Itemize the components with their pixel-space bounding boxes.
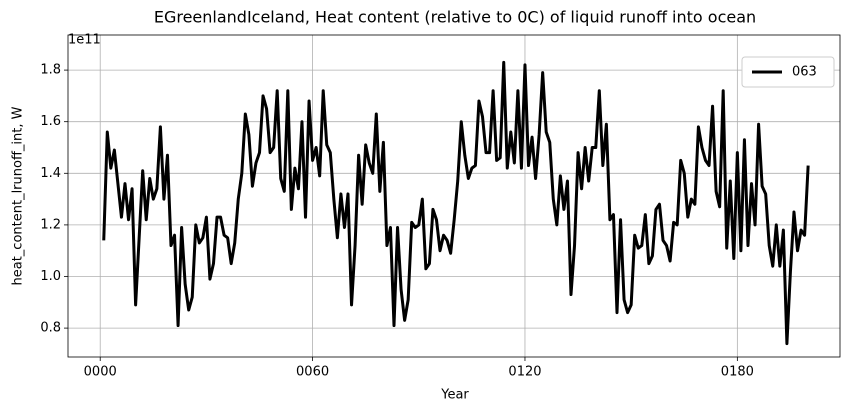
y-tick-label: 1.8	[40, 63, 61, 78]
x-tick-label: 0180	[721, 365, 754, 380]
y-tick-label: 0.8	[40, 321, 61, 336]
legend-box	[741, 56, 835, 88]
y-tick-label: 1.4	[40, 166, 61, 181]
data-line	[102, 60, 810, 346]
x-tick-label: 0000	[84, 365, 117, 380]
x-tick-label: 0060	[296, 365, 329, 380]
y-axis-label: heat_content_lrunoff_int, W	[11, 106, 26, 285]
x-axis-label: Year	[440, 388, 469, 403]
y-tick-label: 1.0	[40, 269, 61, 284]
y-tick-label: 1.6	[40, 114, 61, 129]
x-tick-label: 0120	[508, 365, 541, 380]
chart-title: EGreenlandIceland, Heat content (relativ…	[154, 8, 756, 27]
y-tick-label: 1.2	[40, 217, 61, 232]
y-offset-label: 1e11	[68, 33, 101, 48]
legend-label: 063	[792, 65, 817, 80]
plot-frame	[67, 34, 841, 358]
